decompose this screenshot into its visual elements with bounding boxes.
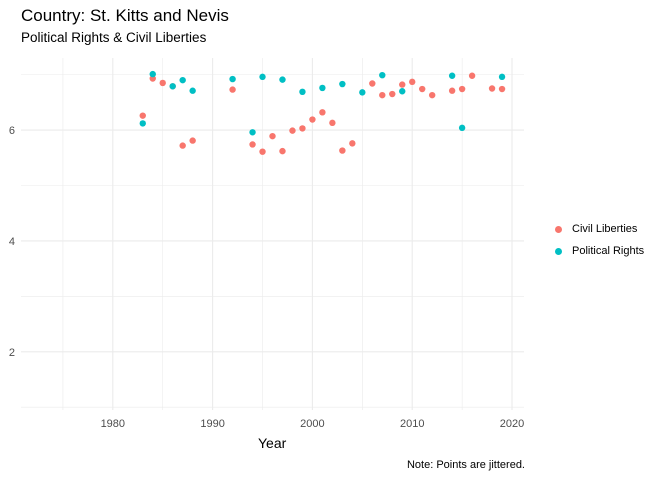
legend-item-civil-liberties: Civil Liberties xyxy=(551,218,644,240)
civil-liberties-point xyxy=(179,142,186,149)
civil-liberties-point xyxy=(369,80,376,87)
y-tick-label: 6 xyxy=(9,125,15,137)
civil-liberties-point xyxy=(458,85,466,93)
x-tick-label: 2000 xyxy=(300,418,324,430)
y-tick-label: 4 xyxy=(9,236,15,248)
chart-caption: Note: Points are jittered. xyxy=(406,459,525,471)
data-points xyxy=(139,70,506,155)
civil-liberties-point xyxy=(259,148,266,155)
civil-liberties-point xyxy=(379,91,386,99)
political-rights-point xyxy=(379,71,386,79)
civil-liberties-point xyxy=(279,147,286,155)
civil-liberties-point xyxy=(149,75,156,82)
civil-liberties-point xyxy=(409,78,416,86)
political-rights-point xyxy=(339,80,346,88)
political-rights-point xyxy=(179,76,186,84)
x-tick-label: 1980 xyxy=(101,418,125,430)
civil-liberties-point xyxy=(498,85,506,93)
x-axis-label: Year xyxy=(258,435,287,451)
civil-liberties-point xyxy=(269,132,276,140)
civil-liberties-point xyxy=(299,125,306,132)
chart-subtitle: Political Rights & Civil Liberties xyxy=(21,30,207,45)
x-tick-label: 1990 xyxy=(200,418,224,430)
legend-item-political-rights: Political Rights xyxy=(551,240,644,262)
civil-liberties-point xyxy=(319,109,326,116)
political-rights-point xyxy=(189,87,196,94)
political-rights-point xyxy=(299,88,306,96)
legend-label-civil-liberties: Civil Liberties xyxy=(572,223,638,235)
legend-label-political-rights: Political Rights xyxy=(572,245,645,257)
civil-liberties-point xyxy=(159,79,166,87)
chart-title: Country: St. Kitts and Nevis xyxy=(21,6,229,25)
civil-liberties-point xyxy=(448,87,456,94)
political-rights-point xyxy=(458,124,466,132)
civil-liberties-point xyxy=(329,119,336,127)
political-rights-point xyxy=(319,84,326,92)
political-rights-point xyxy=(259,73,266,81)
civil-liberties-point xyxy=(229,86,236,93)
political-rights-point xyxy=(249,129,256,136)
political-rights-point xyxy=(279,76,286,83)
y-tick-label: 2 xyxy=(9,347,15,359)
civil-liberties-point xyxy=(399,81,406,88)
civil-liberties-point xyxy=(488,85,496,92)
civil-liberties-point xyxy=(389,90,396,98)
civil-liberties-point xyxy=(349,140,356,147)
x-tick-label: 2020 xyxy=(500,418,524,430)
civil-liberties-point xyxy=(289,127,296,134)
civil-liberties-point xyxy=(309,116,316,123)
political-rights-point xyxy=(169,83,176,90)
political-rights-point xyxy=(149,70,156,78)
civil-liberties-point xyxy=(428,91,436,99)
civil-liberties-point xyxy=(468,72,476,79)
legend-key-political-rights xyxy=(555,247,562,255)
political-rights-point xyxy=(448,72,456,79)
civil-liberties-point xyxy=(339,147,346,154)
civil-liberties-point xyxy=(249,141,256,148)
x-tick-label: 2010 xyxy=(400,418,424,430)
political-rights-point xyxy=(498,73,506,81)
political-rights-point xyxy=(399,88,406,95)
civil-liberties-point xyxy=(189,137,196,144)
grid-lines xyxy=(21,58,524,410)
legend-key-civil-liberties xyxy=(555,225,562,233)
axis-tick-labels: 1980 1990 2000 2010 2020 2 4 6 xyxy=(9,125,524,430)
civil-liberties-point xyxy=(139,112,146,119)
civil-liberties-point xyxy=(419,85,426,93)
legend: Civil Liberties Political Rights xyxy=(551,218,644,262)
political-rights-point xyxy=(139,120,146,127)
political-rights-point xyxy=(359,89,366,96)
political-rights-point xyxy=(229,75,236,83)
